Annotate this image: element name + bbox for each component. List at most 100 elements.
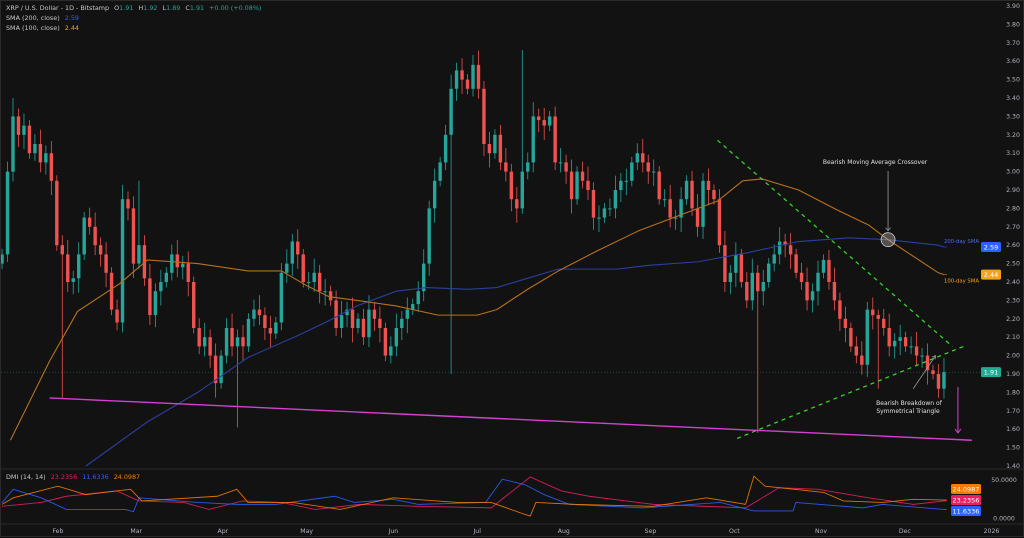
breakdown-annotation-line2: Symmetrical Triangle — [876, 408, 940, 415]
candle-body — [323, 291, 327, 293]
last-price-badge — [981, 367, 1001, 378]
candle-body — [301, 254, 305, 282]
candle-body — [756, 272, 760, 292]
candle-body — [865, 309, 869, 365]
sma200-line — [85, 237, 945, 467]
candle-body — [487, 144, 492, 154]
price-axis-tick: 3.30 — [1006, 113, 1020, 120]
candle-body — [159, 282, 163, 292]
candle-body — [761, 282, 765, 292]
candle-body — [224, 328, 229, 356]
candle-body — [66, 254, 70, 282]
candle-body — [635, 153, 639, 163]
candle-body — [920, 355, 924, 357]
candle-body — [695, 208, 700, 227]
candle-body — [580, 171, 585, 181]
candle-body — [515, 199, 519, 209]
candle-body — [82, 217, 86, 255]
candle-body — [263, 315, 267, 328]
ohlc-close: 1.91 — [189, 4, 205, 12]
candle-body — [794, 254, 798, 273]
candle-body — [334, 300, 338, 328]
candle-body — [1, 254, 4, 264]
candle-body — [482, 88, 486, 144]
candle-body — [832, 282, 837, 301]
sma100-legend[interactable]: SMA (100, close) 2.44 — [6, 24, 79, 32]
dmi-minus-value: 11.6336 — [82, 473, 109, 481]
candle-body — [498, 134, 503, 163]
candle-body — [509, 171, 514, 200]
time-axis-tick: Dec — [899, 528, 912, 535]
candle-body — [411, 304, 415, 310]
time-axis-tick: Oct — [729, 528, 740, 535]
candle-body — [712, 190, 716, 200]
price-axis-tick: 2.90 — [1006, 187, 1020, 194]
candle-body — [405, 309, 409, 319]
candle-body — [706, 180, 711, 190]
candle-body — [252, 309, 256, 319]
sma200-legend[interactable]: SMA (200, close) 2.59 — [6, 14, 79, 22]
candle-body — [679, 199, 683, 218]
candle-body — [854, 346, 859, 356]
candle-body — [914, 346, 919, 356]
price-axis-tick: 3.50 — [1006, 77, 1020, 84]
candle-body — [5, 171, 10, 255]
sma200-line-price-badge-text: 2.59 — [984, 244, 998, 252]
candle-body — [723, 245, 727, 282]
candle-body — [312, 272, 316, 282]
candle-body — [728, 272, 733, 282]
candle-body — [471, 64, 475, 89]
time-axis-tick: May — [300, 528, 313, 535]
time-axis-tick: Sep — [645, 528, 657, 535]
candle-body — [449, 88, 453, 135]
ohlc-low: 1.89 — [166, 4, 181, 12]
candle-body — [553, 116, 557, 163]
candle-body — [192, 282, 196, 328]
candle-body — [38, 144, 43, 163]
candle-body — [175, 254, 179, 268]
price-axis-tick: 3.70 — [1006, 40, 1020, 47]
price-axis-tick: 3.20 — [1006, 132, 1020, 139]
candle-body — [339, 315, 344, 328]
candle-body — [734, 254, 738, 273]
candle-body — [219, 355, 223, 384]
crossover-marker — [880, 232, 896, 248]
candle-body — [860, 355, 864, 365]
candle-body — [673, 217, 678, 219]
candle-body — [378, 318, 382, 328]
candle-body — [652, 171, 656, 173]
symbol-title[interactable]: XRP / U.S. Dollar - 1D - Bitstamp — [6, 4, 110, 12]
candle-body — [400, 318, 404, 328]
candle-body — [93, 226, 97, 246]
last-price-badge-text: 1.91 — [984, 369, 998, 377]
time-axis-tick: Nov — [815, 528, 827, 535]
ohlc-open: 1.91 — [119, 4, 134, 12]
candle-body — [925, 355, 930, 371]
candle-body — [783, 241, 787, 246]
candle-body — [235, 337, 240, 347]
candle-body — [60, 245, 64, 255]
price-axis-tick: 1.70 — [1006, 408, 1020, 415]
sma200-line-price-badge — [981, 242, 1001, 253]
candle-body — [739, 254, 744, 282]
candle-body — [745, 282, 749, 301]
price-axis-tick: 3.10 — [1006, 150, 1020, 157]
candle-body — [882, 318, 886, 328]
sma100-line-price-badge — [981, 269, 1001, 280]
adx-line-badge-text: 24.0987 — [953, 485, 980, 493]
candle-body — [898, 337, 902, 341]
candle-body — [213, 355, 218, 384]
sma200-value: 2.59 — [64, 14, 79, 22]
candle-body — [827, 259, 831, 282]
crossover-annotation: Bearish Moving Average Crossover — [823, 159, 928, 166]
candle-body — [504, 162, 508, 172]
price-axis-tick: 2.20 — [1006, 316, 1020, 323]
candle-body — [777, 241, 782, 255]
price-axis-tick: 3.60 — [1006, 58, 1020, 65]
candle-body — [662, 199, 667, 201]
candle-body — [542, 120, 546, 126]
candle-body — [887, 328, 891, 347]
dmi-legend[interactable]: DMI (14, 14) 23.2356 11.6336 24.0987 — [6, 473, 141, 481]
